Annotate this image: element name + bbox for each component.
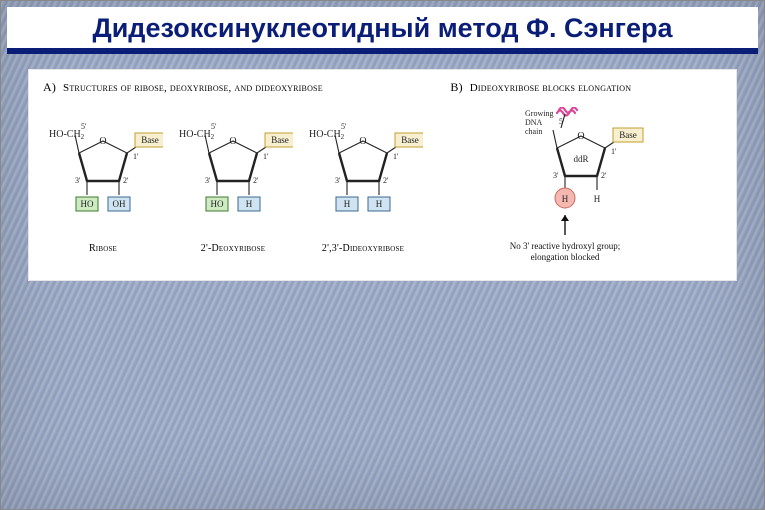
svg-text:Base: Base [141, 135, 159, 145]
svg-text:H: H [376, 199, 383, 209]
panel-b-heading: B) Dideoxyribose blocks elongation [450, 80, 722, 95]
sugar-molecule: O 5'HO-CH2 Base1' 2' 3' H H 2',3'-Dideoxyribose [303, 107, 423, 254]
svg-text:HO: HO [81, 199, 94, 209]
svg-text:H: H [594, 194, 601, 204]
svg-text:OH: OH [113, 199, 126, 209]
svg-text:HO-CH2: HO-CH2 [309, 129, 345, 141]
svg-text:No 3' reactive hydroxyl group;: No 3' reactive hydroxyl group; [510, 241, 621, 251]
svg-text:3': 3' [553, 171, 559, 180]
panel-b-inner: O5'GrowingDNAchainBase1'2'3'HHddRNo 3' r… [450, 107, 722, 272]
sugar-svg: O 5'HO-CH2 Base1' 2' 3' H H [303, 107, 423, 227]
svg-text:H: H [562, 194, 569, 204]
svg-text:Base: Base [401, 135, 419, 145]
svg-text:DNA: DNA [525, 118, 543, 127]
svg-text:O: O [229, 136, 236, 147]
sugars-row: O5'HO-CH2Base1'2'3'HOOHRiboseO5'HO-CH2Ba… [43, 107, 450, 254]
svg-text:5': 5' [81, 122, 87, 131]
svg-text:chain: chain [525, 127, 542, 136]
sugar-name: 2'-Deoxyribose [201, 243, 266, 254]
svg-text:Growing: Growing [525, 109, 553, 118]
sugar-molecule: O 5'HO-CH2 Base1' 2' 3' HO OH Ribose [43, 107, 163, 254]
svg-text:1': 1' [611, 147, 617, 156]
title-bar: Дидезоксинуклеотидный метод Ф. Сэнгера [7, 7, 758, 54]
panel-a-heading: A) Structures of ribose, deoxyribose, an… [43, 80, 450, 95]
svg-text:ddR: ddR [574, 154, 589, 164]
sugar-name: 2',3'-Dideoxyribose [322, 243, 404, 254]
slide-title: Дидезоксинуклеотидный метод Ф. Сэнгера [17, 13, 748, 44]
svg-text:3': 3' [75, 176, 81, 185]
svg-text:H: H [344, 199, 351, 209]
sugar-molecule: O 5'HO-CH2 Base1' 2' 3' HO H 2'-Deoxyribose [173, 107, 293, 254]
sugar-svg: O 5'HO-CH2 Base1' 2' 3' HO OH [43, 107, 163, 227]
svg-text:elongation blocked: elongation blocked [531, 252, 600, 262]
panel-b-lead: B) [450, 80, 462, 94]
svg-text:5': 5' [211, 122, 217, 131]
svg-text:5': 5' [341, 122, 347, 131]
svg-text:O: O [359, 136, 366, 147]
panel-a-heading-text: Structures of ribose, deoxyribose, and d… [63, 82, 323, 94]
panel-a-lead: A) [43, 80, 56, 94]
sugar-name: Ribose [89, 243, 117, 254]
svg-text:Base: Base [271, 135, 289, 145]
svg-text:HO-CH2: HO-CH2 [179, 129, 215, 141]
svg-text:HO: HO [211, 199, 224, 209]
svg-text:1': 1' [263, 152, 269, 161]
svg-text:2': 2' [383, 176, 389, 185]
svg-text:1': 1' [393, 152, 399, 161]
svg-text:Base: Base [619, 130, 637, 140]
svg-text:2': 2' [253, 176, 259, 185]
svg-text:1': 1' [133, 152, 139, 161]
svg-text:3': 3' [205, 176, 211, 185]
panel-b: B) Dideoxyribose blocks elongation O5'Gr… [450, 80, 722, 268]
svg-text:2': 2' [123, 176, 129, 185]
sugar-svg: O 5'HO-CH2 Base1' 2' 3' HO H [173, 107, 293, 227]
svg-text:O: O [99, 136, 106, 147]
svg-text:O: O [578, 131, 585, 142]
panel-b-diagram: O5'GrowingDNAchainBase1'2'3'HHddRNo 3' r… [461, 107, 711, 272]
svg-text:3': 3' [335, 176, 341, 185]
svg-text:HO-CH2: HO-CH2 [49, 129, 85, 141]
figure-panel: A) Structures of ribose, deoxyribose, an… [29, 70, 736, 280]
slide: Дидезоксинуклеотидный метод Ф. Сэнгера A… [0, 0, 765, 510]
svg-text:2': 2' [601, 171, 607, 180]
panel-b-heading-text: Dideoxyribose blocks elongation [470, 82, 631, 94]
svg-text:H: H [246, 199, 253, 209]
panel-a: A) Structures of ribose, deoxyribose, an… [43, 80, 450, 268]
